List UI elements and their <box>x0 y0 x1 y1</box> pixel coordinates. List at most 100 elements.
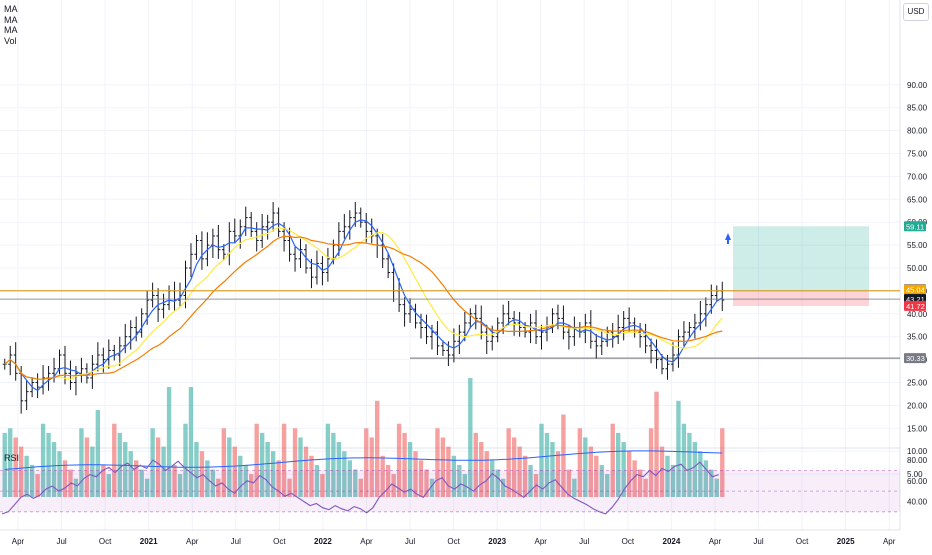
rsi-tick-label: 60.00 <box>907 477 928 486</box>
x-tick-label: 2023 <box>488 537 506 546</box>
volume-bar <box>150 428 155 497</box>
ohlc-bar <box>386 253 391 279</box>
ohlc-bar <box>161 293 166 319</box>
volume-bar <box>24 455 29 497</box>
legend-ma-3[interactable]: MA <box>4 25 18 35</box>
ohlc-bar <box>232 218 237 244</box>
volume-bar <box>369 437 374 497</box>
volume-bar <box>51 442 57 497</box>
volume-bar <box>62 460 68 497</box>
ohlc-bar <box>172 281 177 312</box>
ohlc-bar <box>512 311 517 336</box>
x-tick-label: Oct <box>796 537 809 546</box>
volume-bar <box>13 437 18 497</box>
ohlc-bar <box>35 373 40 399</box>
ohlc-bar <box>621 311 626 341</box>
x-tick-label: 2022 <box>314 537 332 546</box>
volume-bar <box>112 423 117 497</box>
volume-bar <box>57 451 62 497</box>
volume-bar <box>577 428 583 497</box>
position-stop-zone <box>733 290 869 306</box>
ohlc-bar <box>413 303 418 329</box>
volume-bar <box>714 478 719 497</box>
ohlc-bar <box>665 355 670 380</box>
volume-bar <box>292 428 298 497</box>
ohlc-bar <box>342 213 347 239</box>
volume-bar <box>479 442 484 497</box>
volume-bar <box>457 464 462 497</box>
y-tick-label: 70.00 <box>907 172 928 181</box>
ohlc-bar <box>139 308 144 338</box>
legend-ma-1[interactable]: MA <box>4 4 18 14</box>
volume-bar <box>517 446 522 497</box>
ohlc-bar <box>528 313 533 344</box>
ohlc-bar <box>566 324 571 350</box>
rsi-title[interactable]: RSI <box>4 453 20 463</box>
currency-label[interactable]: USD <box>903 3 929 21</box>
legend-volume[interactable]: Vol <box>4 35 17 46</box>
volume-bar <box>555 451 561 497</box>
y-tick-label: 25.00 <box>907 379 928 388</box>
volume-bar <box>692 442 698 497</box>
volume-bar <box>698 451 703 497</box>
price-label-text: 30.33 <box>906 354 925 363</box>
ohlc-bar <box>687 322 692 338</box>
volume-bar <box>243 464 248 497</box>
ohlc-bar <box>676 329 681 368</box>
volume-bar <box>364 428 369 497</box>
y-tick-label: 10.00 <box>907 447 928 456</box>
x-tick-label: Apr <box>534 537 547 546</box>
volume-bar <box>720 428 725 497</box>
volume-bar <box>281 423 287 497</box>
volume-bar <box>84 437 90 497</box>
y-tick-label: 80.00 <box>907 127 928 136</box>
volume-bar <box>336 442 342 497</box>
volume-bar <box>358 478 363 497</box>
ohlc-bar <box>298 238 303 268</box>
volume-bar <box>139 469 144 497</box>
volume-bar <box>495 469 500 497</box>
volume-bar <box>594 455 599 497</box>
ma-short-line <box>4 219 723 392</box>
ohlc-bar <box>424 314 429 345</box>
volume-bar <box>221 428 227 497</box>
volume-bar <box>605 474 610 497</box>
x-tick-label: Apr <box>12 537 25 546</box>
price-label-text: 45.04 <box>906 286 925 295</box>
ohlc-bar <box>681 321 686 346</box>
ohlc-bar <box>243 206 248 236</box>
volume-bar <box>511 437 517 497</box>
legend-ma-2[interactable]: MA <box>4 14 18 25</box>
volume-bar <box>8 428 13 497</box>
volume-bar <box>172 464 177 497</box>
volume-bar <box>309 455 314 497</box>
volume-bar <box>621 442 626 497</box>
volume-bar <box>396 423 402 497</box>
ma-long-line <box>4 235 723 380</box>
ohlc-bar <box>364 213 369 243</box>
ohlc-bar <box>380 234 385 268</box>
volume-bar <box>484 451 489 497</box>
volume-bar <box>544 432 550 497</box>
ohlc-bar <box>314 250 319 285</box>
volume-bar <box>637 469 643 497</box>
volume-bar <box>2 432 7 497</box>
volume-bar <box>238 455 243 497</box>
volume-bar <box>572 478 577 497</box>
volume-bar <box>194 442 199 497</box>
ohlc-bar <box>347 210 352 240</box>
ohlc-bar <box>199 231 204 270</box>
volume-bar <box>424 469 429 497</box>
position-target-zone <box>733 226 869 291</box>
rsi-tick-label: 40.00 <box>907 497 928 506</box>
volume-bar <box>490 460 495 497</box>
ohlc-bar <box>358 207 363 228</box>
ohlc-bar <box>276 207 281 237</box>
y-tick-label: 55.00 <box>907 241 928 250</box>
volume-bar <box>166 387 172 497</box>
volume-bar <box>561 414 566 497</box>
volume-bar <box>298 437 303 497</box>
ohlc-bar <box>402 297 407 327</box>
